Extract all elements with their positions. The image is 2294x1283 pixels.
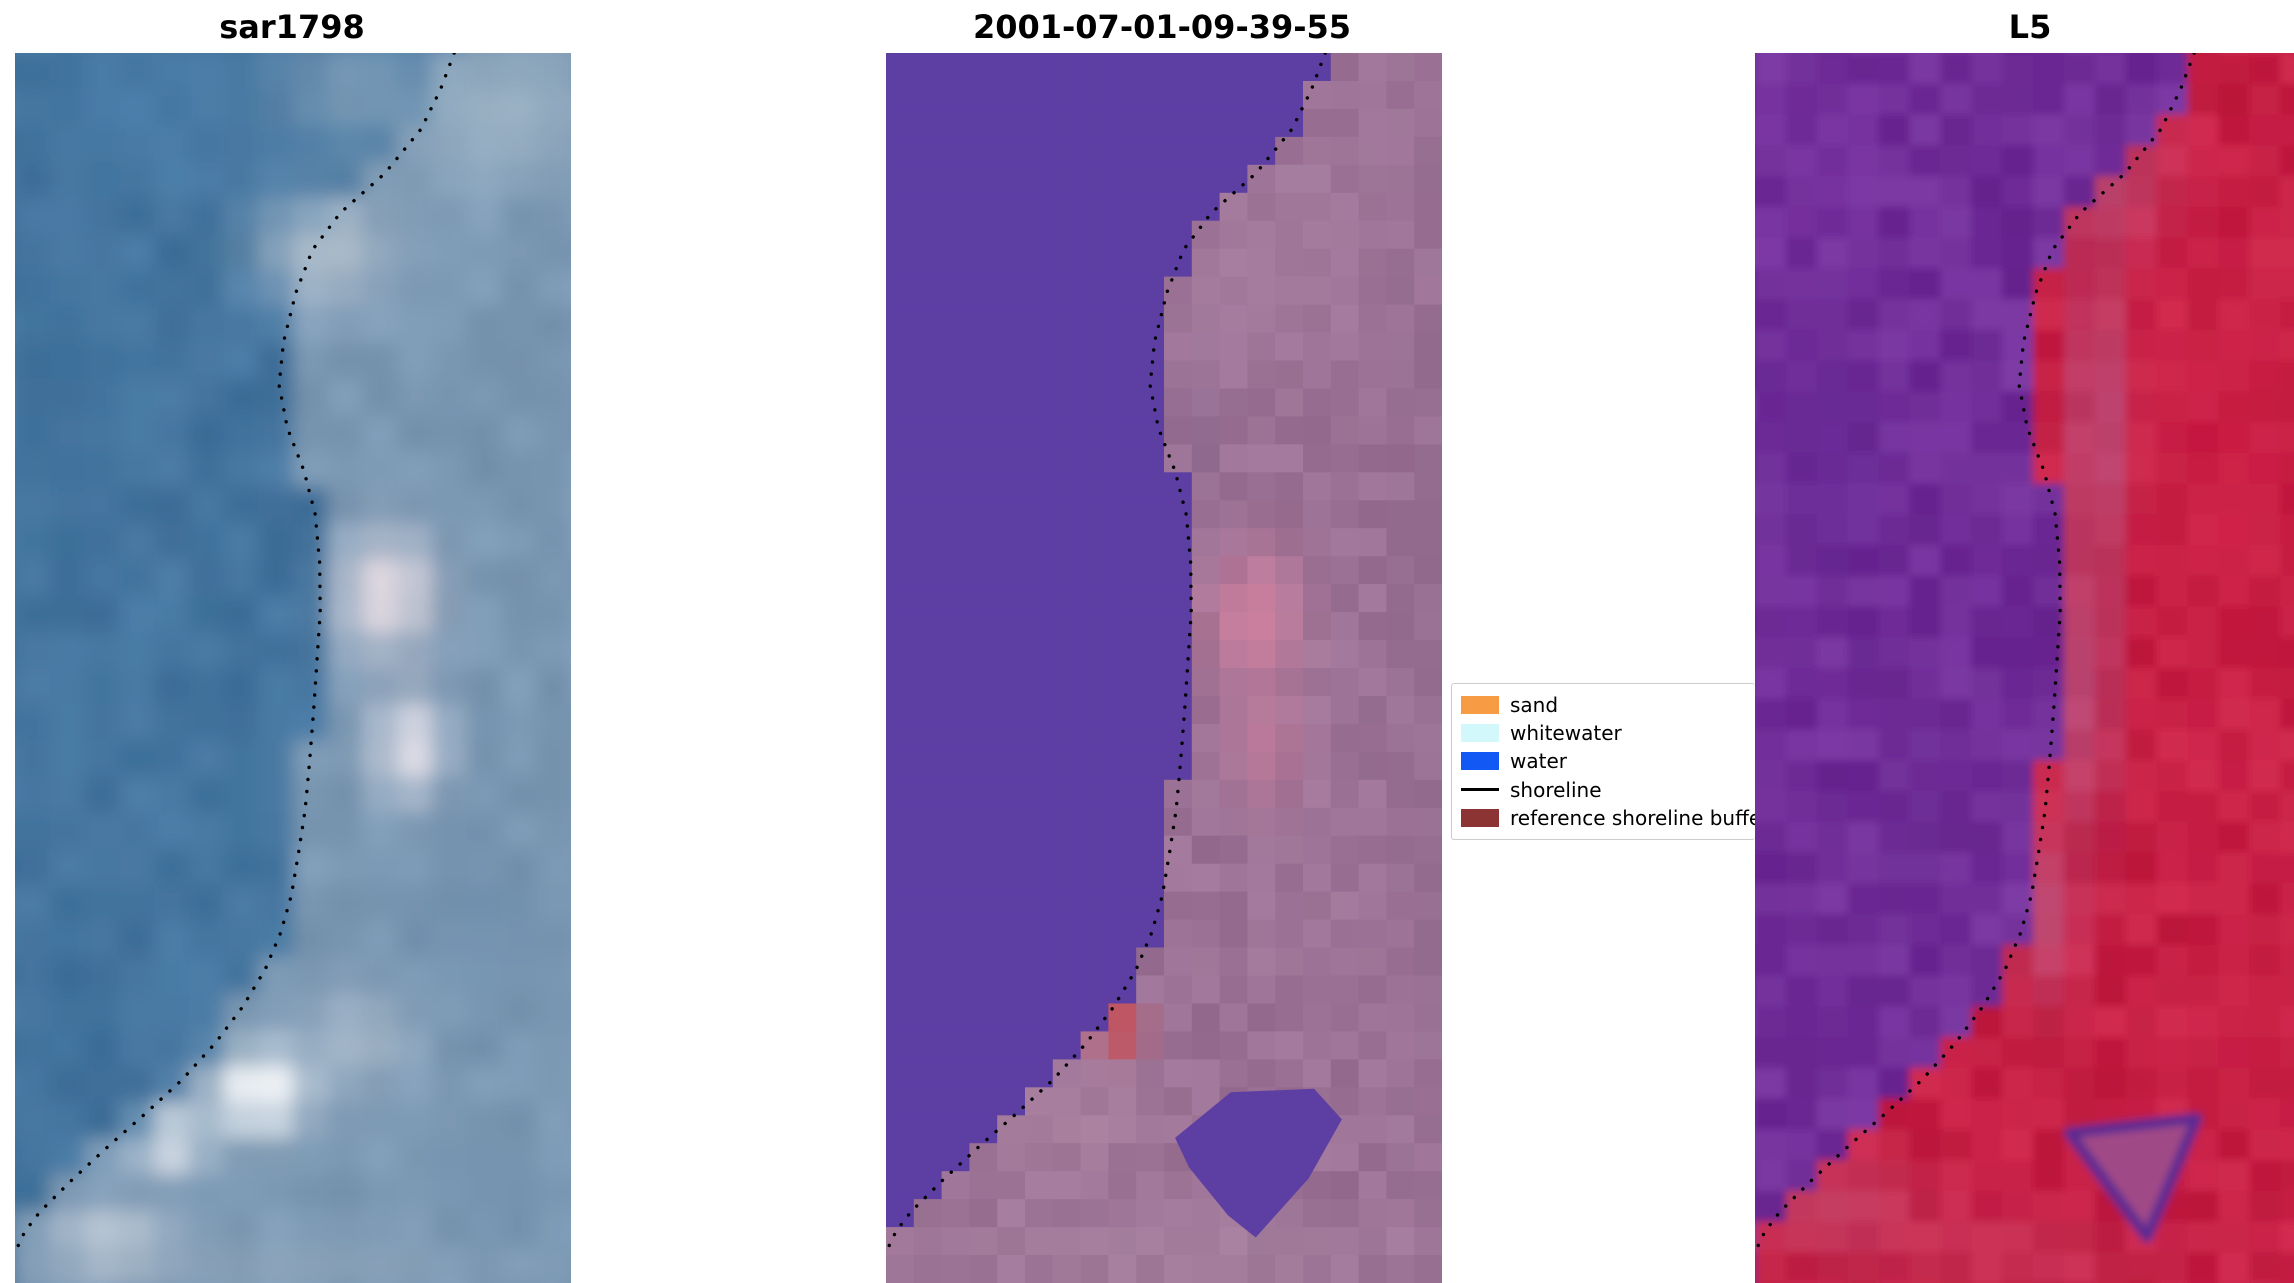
legend-item-sand: sand (1461, 694, 1755, 716)
legend-item-reference-shoreline-buffer: reference shoreline buffer (1461, 807, 1755, 829)
legend-label: whitewater (1510, 721, 1622, 746)
water-lagoon-patch (1175, 1088, 1342, 1238)
L5-image (1755, 53, 2294, 1283)
panel-title-datetime: 2001-07-01-09-39-55 (972, 8, 1352, 46)
color-swatch-icon (1461, 808, 1499, 827)
legend-color-key (1461, 752, 1499, 771)
panel-image-l5 (1755, 53, 2294, 1283)
panel-image-sar1798 (15, 53, 571, 1283)
panel-title-sar1798: sar1798 (219, 8, 365, 46)
color-swatch-icon (1461, 752, 1499, 771)
classified-image (886, 53, 1442, 1283)
color-swatch-icon (1461, 724, 1499, 743)
shoreline-line-icon (1461, 788, 1499, 792)
legend-label: sand (1510, 693, 1559, 718)
lagoon-triangle (2063, 1112, 2203, 1243)
legend-label: reference shoreline buffer (1510, 805, 1755, 830)
legend-item-water: water (1461, 750, 1755, 772)
legend: sand whitewater water shoreline reference sh… (1451, 683, 1755, 840)
legend-item-whitewater: whitewater (1461, 722, 1755, 744)
sar1798-image (15, 53, 571, 1283)
legend-item-shoreline: shoreline (1461, 779, 1755, 801)
color-swatch-icon (1461, 696, 1499, 715)
legend-color-key (1461, 808, 1499, 827)
legend-color-key (1461, 696, 1499, 715)
legend-label: water (1510, 749, 1567, 774)
panel-title-l5: L5 (2008, 8, 2052, 46)
legend-label: shoreline (1510, 777, 1602, 802)
legend-line-key (1461, 781, 1499, 799)
legend-color-key (1461, 724, 1499, 743)
panel-image-classified (886, 53, 1442, 1283)
